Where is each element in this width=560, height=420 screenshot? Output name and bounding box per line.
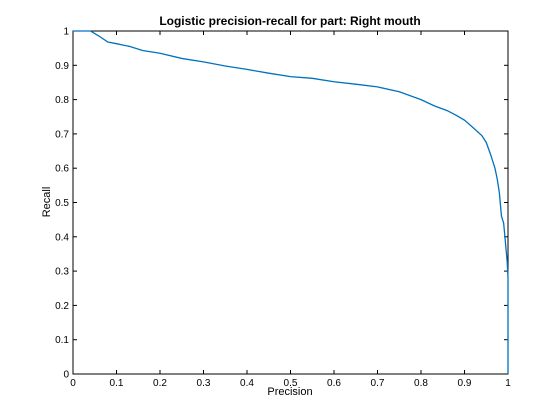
y-tick-label: 0.3 [55, 267, 69, 278]
x-tick-label: 0 [70, 378, 76, 389]
y-tick-label: 0.9 [55, 61, 69, 72]
y-tick-label: 0.6 [55, 164, 69, 175]
y-tick-label: 0.7 [55, 129, 69, 140]
x-tick-label: 0.2 [153, 378, 167, 389]
plot-area: 0 0.1 0.2 0.3 0.4 0.5 0.6 0.7 0.8 0.9 1 0 0.1 0.2 0.3… [55, 27, 511, 390]
y-tick-label: 0.8 [55, 95, 69, 106]
x-tick-label: 0.7 [371, 378, 385, 389]
y-tick-label: 0.1 [55, 335, 69, 346]
y-axis-label: Recall [41, 187, 53, 218]
x-axis-label: Precision [267, 386, 312, 398]
x-tick-label: 0.8 [414, 378, 428, 389]
x-tick-label: 1 [505, 378, 511, 389]
y-tick-label: 0.4 [55, 232, 69, 243]
x-tick-label: 0.5 [284, 378, 298, 389]
x-tick-label: 0.6 [327, 378, 341, 389]
x-tick-label: 0.3 [197, 378, 211, 389]
chart-title: Logistic precision-recall for part: Righ… [159, 14, 420, 28]
axes-frame [72, 30, 509, 375]
x-tick-label: 0.4 [240, 378, 254, 389]
x-tick-label: 0.1 [110, 378, 124, 389]
y-tick-label: 1 [63, 27, 69, 38]
y-tick-label: 0.5 [55, 198, 69, 209]
y-tick-label: 0.2 [55, 301, 69, 312]
series-line [73, 30, 509, 374]
y-axis-ticks: 0 0.1 0.2 0.3 0.4 0.5 0.6 0.7 0.8 0.9 1 [55, 27, 508, 381]
series-layer [73, 30, 509, 374]
y-tick-label: 0 [63, 370, 69, 381]
x-axis-ticks: 0 0.1 0.2 0.3 0.4 0.5 0.6 0.7 0.8 0.9 1 [70, 31, 511, 389]
x-tick-label: 0.9 [458, 378, 472, 389]
